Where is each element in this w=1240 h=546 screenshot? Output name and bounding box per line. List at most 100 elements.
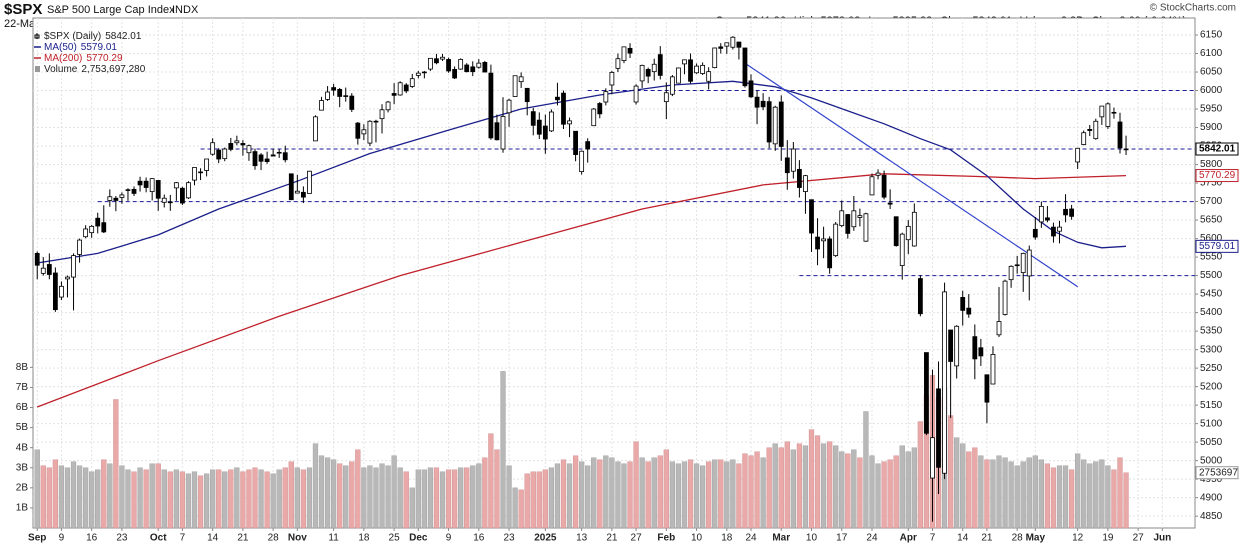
candle-body — [669, 76, 675, 95]
price-label: 5579.01 — [1199, 241, 1236, 252]
candle-body — [790, 148, 796, 172]
candle-body — [476, 62, 482, 68]
candle-body — [881, 174, 887, 198]
volume-bar — [403, 471, 409, 529]
candle-body — [815, 236, 820, 250]
volume-bar — [1081, 459, 1087, 529]
candle-body — [494, 122, 500, 141]
volume-bar — [863, 411, 869, 529]
volume-bar — [324, 457, 331, 529]
candle-body — [627, 47, 633, 54]
volume-bar — [554, 463, 561, 529]
candle-body — [391, 93, 397, 96]
index-name: S&P 500 Large Cap Index — [47, 4, 175, 16]
volume-bar — [869, 455, 875, 529]
candle-body — [1057, 226, 1062, 232]
candle-body — [258, 154, 264, 162]
candle-body — [536, 119, 542, 135]
volume-bar — [657, 455, 663, 529]
x-tick-label: 28 — [1012, 533, 1024, 544]
volume-bar — [766, 447, 772, 529]
x-tick-label: May — [1026, 533, 1046, 544]
candle-body — [452, 69, 458, 79]
volume-bar — [58, 465, 65, 529]
volume-bar — [318, 455, 325, 529]
candle-body — [59, 285, 64, 298]
volume-bar — [470, 465, 476, 529]
candle-body — [403, 84, 409, 92]
candle-body — [1093, 120, 1099, 140]
volume-bar — [210, 469, 216, 529]
y-tick-label: 5700 — [1200, 196, 1223, 207]
volume-bar — [34, 449, 40, 529]
candle-body — [210, 142, 216, 155]
candle-body — [676, 67, 681, 84]
volume-bar — [83, 467, 89, 529]
volume-bar — [754, 451, 760, 529]
candle-body — [488, 72, 494, 139]
volume-bar — [760, 457, 766, 529]
volume-bar — [730, 459, 736, 529]
candle-body — [530, 111, 536, 126]
candle-body — [34, 252, 40, 266]
candle-body — [355, 122, 361, 139]
candle-body — [730, 36, 736, 48]
volume-bar — [70, 461, 77, 529]
candle-body — [1117, 121, 1123, 149]
volume-bar — [1014, 465, 1020, 529]
candle-body — [143, 180, 149, 188]
candle-body — [657, 54, 663, 76]
volume-bar — [246, 469, 252, 529]
volume-bar — [814, 435, 821, 529]
candle-body — [264, 158, 270, 162]
volume-bar — [500, 371, 506, 529]
candle-body — [700, 64, 706, 74]
x-tick-label: 10 — [806, 533, 818, 544]
x-tick-label: 7 — [180, 533, 186, 544]
x-tick-label: Dec — [409, 533, 428, 544]
x-tick-label: 18 — [721, 533, 733, 544]
volume-bar — [101, 459, 107, 529]
volume-bar — [899, 445, 905, 529]
y-tick-label: 5250 — [1200, 363, 1223, 374]
volume-bar — [282, 467, 288, 529]
candle-body — [428, 57, 433, 70]
volume-bar — [548, 467, 555, 529]
volume-bar — [397, 467, 403, 529]
candle-body — [633, 85, 639, 103]
y-tick-label: 4900 — [1200, 492, 1223, 503]
volume-bar — [203, 473, 210, 529]
legend-value: 2,753,697,280 — [81, 64, 145, 75]
volume-bar — [222, 471, 228, 529]
volume-bar — [46, 467, 52, 529]
y-tick-label: 5750 — [1200, 178, 1223, 189]
candle-body — [119, 194, 125, 198]
legend-value: 5842.01 — [105, 31, 142, 42]
volume-bar — [966, 451, 972, 529]
candle-body — [845, 214, 851, 234]
volume-bar — [639, 457, 645, 529]
volume-bar — [651, 457, 657, 529]
y-tick-label: 4850 — [1200, 511, 1223, 522]
volume-bar — [524, 473, 530, 529]
candle-body — [1045, 217, 1050, 221]
candle-body — [192, 167, 197, 181]
volume-bar — [488, 433, 494, 529]
candle-body — [827, 238, 833, 269]
volume-bar — [911, 447, 917, 529]
volume-bar — [839, 451, 845, 529]
candle-body — [1014, 264, 1020, 267]
legend-value: 5579.01 — [81, 42, 118, 53]
candle-body — [778, 101, 784, 147]
candle-body — [276, 151, 282, 154]
volume-bar — [276, 469, 282, 529]
candle-body — [555, 96, 560, 101]
y-tick-label: 5050 — [1200, 437, 1223, 448]
candle-body — [71, 255, 76, 278]
x-tick-label: 21 — [237, 533, 249, 544]
x-tick-label: Apr — [900, 533, 917, 544]
legend-name: MA(200) — [44, 53, 82, 64]
candle-body — [421, 71, 427, 74]
volume-bar — [451, 469, 458, 529]
legend-entry: MA(50) 5579.01 — [44, 42, 117, 53]
